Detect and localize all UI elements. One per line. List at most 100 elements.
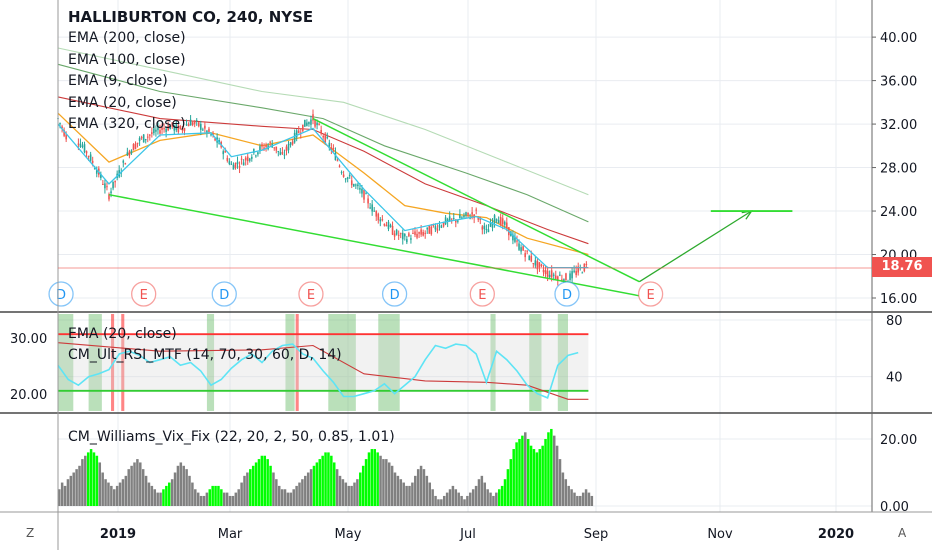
candle-body [79,143,82,147]
vix-bar [153,489,157,506]
candle-body [87,155,90,157]
vix-bar [396,475,400,506]
candle-body [308,121,310,125]
candle-body [471,212,473,215]
rsi-highlight-span-5 [378,314,400,411]
candle-body [151,132,153,134]
rsi-highlight-span-3 [285,314,295,411]
vix-bar [283,489,287,506]
candle-body [416,233,418,238]
candle-body [442,221,445,227]
vix-bar [414,475,417,506]
candle-body [330,147,333,150]
vix-bar [385,459,388,506]
candle-body [430,226,433,235]
candle-body [324,133,327,144]
vix-bar [112,489,116,506]
candle-body [175,124,178,131]
candle-body [377,213,380,221]
vix-bar [480,475,484,506]
study-ema-200[interactable]: EMA (200, close) [68,30,186,46]
candle-body [204,125,206,129]
candle-body [467,212,469,215]
trendlines[interactable] [108,117,793,297]
vix-indicator-label[interactable]: CM_Williams_Vix_Fix (22, 20, 2, 50, 0.85… [68,429,395,445]
candle-body [440,226,443,228]
vix-bar [188,475,191,506]
rsi-ema-label[interactable]: EMA (20, close) [68,326,177,342]
vix-bar [524,432,527,506]
ema-100-line [57,96,589,245]
rsi-indicator-label[interactable]: CM_Ult_RSI_MTF (14, 70, 30, 60, D, 14) [68,347,342,363]
candle-body [477,217,480,220]
candle-body [446,219,449,222]
event-marker-earnings [637,281,664,307]
candle-body [257,152,259,155]
vix-bar [266,459,269,506]
vix-bar [170,479,174,506]
study-ema-20[interactable]: EMA (20, close) [68,94,177,111]
rsi-right-tick-1: 40 [886,371,903,386]
candle-body [561,279,563,281]
candle-body [304,119,306,127]
study-ema-100[interactable]: EMA (100, close) [68,51,186,68]
vix-bar [489,492,492,506]
vix-bar [425,475,429,506]
study-ema-320[interactable]: EMA (320, close) [68,116,186,132]
candle-body [534,260,537,266]
rsi-band-fill [58,334,589,391]
vix-bar [179,462,183,506]
candle-body [165,128,167,132]
vix-bar [217,485,220,506]
vix-bar [231,495,235,506]
study-ema-9[interactable]: EMA (9, close) [68,73,168,89]
vix-bar [136,459,139,506]
vix-bar [532,449,536,506]
candle-body [253,148,255,153]
vix-bar [440,499,443,506]
candle-body [428,225,431,234]
timezone-button[interactable]: Z [26,526,35,540]
vix-bar [121,479,125,506]
rsi-red-span-0 [111,314,115,411]
symbol-title[interactable]: HALLIBURTON CO, 240, NYSE [68,8,314,26]
candle-body [291,141,294,145]
candle-body [181,128,184,131]
auto-scale-button[interactable]: A [898,526,907,540]
candle-body [155,129,157,132]
vix-bar [66,479,70,506]
candle-body [399,233,402,235]
vix-bar [211,485,214,506]
vix-bar [573,492,576,506]
vix-bar [379,455,382,506]
candle-body [379,219,382,222]
candle-body [438,224,441,228]
vix-bar [272,472,275,506]
candle-body [126,152,129,156]
candle-body [554,275,557,280]
candle-body [363,190,365,200]
vix-bar [298,482,301,506]
vix-bar [194,489,197,506]
candle-body [195,120,198,122]
vix-bar [492,495,495,506]
candle-body [542,269,545,273]
rsi-line [57,343,579,399]
vix-bar [95,455,99,506]
vix-bar [373,449,377,506]
ema100-path [57,96,589,245]
vix-bar [561,472,565,506]
candle-body [240,158,243,160]
candle-body [512,234,514,241]
candle-body [171,122,174,127]
event-marker-label: E [307,288,315,303]
candle-body [418,232,420,234]
candle-body [273,147,276,149]
candle-body [322,136,324,138]
candle-body [475,209,477,211]
candle-body [200,124,202,130]
vix-bar [318,459,322,506]
candle-body [332,147,335,149]
